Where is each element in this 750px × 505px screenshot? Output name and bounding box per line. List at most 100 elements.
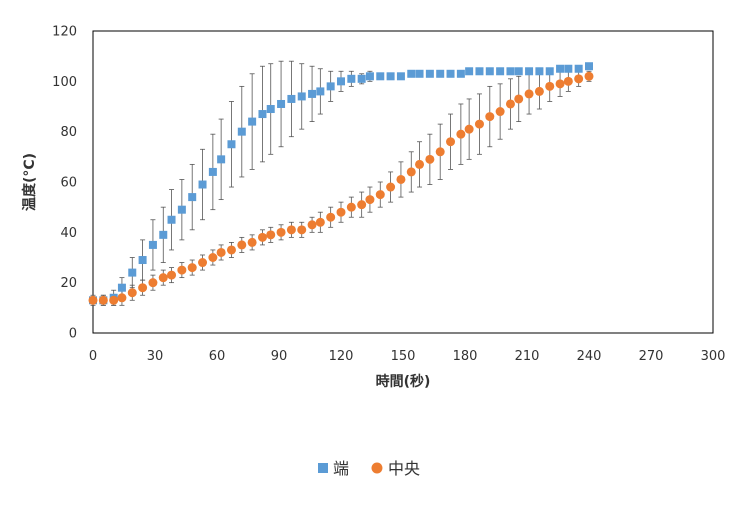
data-point-square [258, 110, 267, 119]
y-axis-title: 温度(°C) [21, 153, 38, 211]
data-point-square [266, 105, 275, 114]
data-point-square [407, 69, 416, 78]
x-axis-title: 時間(秒) [376, 373, 431, 390]
data-point-square [177, 205, 186, 214]
y-tick-label: 120 [52, 25, 77, 40]
data-point-square [217, 155, 226, 164]
data-point-circle [286, 225, 296, 235]
x-tick-label: 180 [453, 349, 478, 364]
data-point-circle [435, 147, 445, 157]
data-point-circle [474, 119, 484, 129]
data-point-circle [276, 227, 286, 237]
data-point-circle [117, 293, 127, 303]
x-tick-label: 90 [271, 349, 288, 364]
data-point-square [396, 72, 405, 81]
data-point-square [297, 92, 306, 101]
data-point-circle [198, 258, 208, 268]
y-tick-labels: 0 20 40 60 80 100 120 [52, 25, 77, 342]
data-point-circle [346, 202, 356, 212]
data-point-circle [148, 278, 158, 288]
data-point-square [167, 215, 176, 224]
data-point-circle [485, 112, 495, 122]
data-point-circle [307, 220, 317, 230]
data-point-circle [336, 207, 346, 217]
data-point-circle [574, 74, 584, 84]
data-point-circle [138, 283, 148, 293]
data-point-square [128, 268, 137, 277]
data-point-square [248, 117, 257, 126]
data-point-square [545, 67, 554, 76]
legend-marker-square [318, 463, 328, 473]
legend-label-series-2: 中央 [388, 459, 420, 478]
legend-marker-circle [371, 462, 383, 474]
data-point-square [496, 67, 505, 76]
data-point-circle [365, 195, 375, 205]
y-tick-label: 80 [60, 125, 77, 140]
data-point-square [556, 64, 565, 73]
data-point-circle [266, 230, 276, 240]
data-point-circle [386, 182, 396, 192]
data-point-circle [247, 237, 257, 247]
data-point-circle [563, 76, 573, 86]
legend-label-series-1: 端 [333, 459, 349, 478]
data-point-circle [177, 265, 187, 275]
x-tick-label: 120 [329, 349, 354, 364]
data-point-circle [208, 253, 218, 262]
data-point-circle [257, 232, 267, 242]
data-point-square [159, 230, 168, 239]
data-points [88, 62, 594, 305]
y-tick-label: 0 [69, 327, 77, 342]
data-point-circle [464, 124, 474, 134]
data-point-circle [127, 288, 137, 298]
data-point-square [308, 89, 317, 98]
data-point-square [585, 62, 593, 71]
data-point-circle [158, 273, 168, 283]
data-point-square [365, 72, 374, 81]
data-point-circle [187, 263, 197, 273]
legend: 端 中央 [318, 459, 420, 478]
data-point-square [386, 72, 395, 81]
data-point-square [514, 67, 523, 76]
x-tick-label: 300 [701, 349, 726, 364]
data-point-circle [216, 247, 226, 257]
data-point-circle [505, 99, 515, 109]
data-point-square [525, 67, 534, 76]
y-tick-label: 60 [60, 176, 77, 191]
data-point-circle [237, 240, 247, 250]
x-tick-label: 240 [577, 349, 602, 364]
data-point-square [436, 69, 445, 78]
data-point-square [456, 69, 465, 78]
data-point-square [287, 94, 296, 103]
data-point-circle [584, 71, 594, 81]
data-point-square [277, 99, 286, 108]
data-point-square [198, 180, 207, 189]
x-tick-label: 60 [209, 349, 226, 364]
data-point-circle [396, 174, 406, 184]
data-point-square [415, 69, 424, 78]
data-point-circle [446, 137, 456, 147]
data-point-square [347, 74, 356, 83]
data-point-circle [415, 159, 425, 169]
data-point-square [237, 127, 246, 136]
data-point-square [535, 67, 544, 76]
data-point-square [117, 283, 126, 292]
data-point-circle [297, 225, 307, 235]
data-point-circle [226, 245, 236, 255]
data-point-circle [534, 86, 544, 96]
data-point-square [506, 67, 515, 76]
data-point-square [564, 64, 573, 73]
data-point-square [574, 64, 583, 73]
x-tick-label: 150 [391, 349, 416, 364]
data-point-circle [167, 270, 177, 280]
data-point-circle [326, 212, 336, 222]
x-tick-labels: 0 30 60 90 120 150 180 210 240 270 300 [89, 349, 726, 364]
y-tick-label: 40 [60, 226, 77, 241]
y-tick-label: 100 [52, 75, 77, 90]
data-point-circle [375, 190, 385, 200]
data-point-circle [315, 217, 325, 227]
data-point-square [425, 69, 434, 78]
data-point-circle [495, 107, 505, 117]
data-point-circle [555, 79, 565, 89]
data-point-square [227, 140, 236, 149]
